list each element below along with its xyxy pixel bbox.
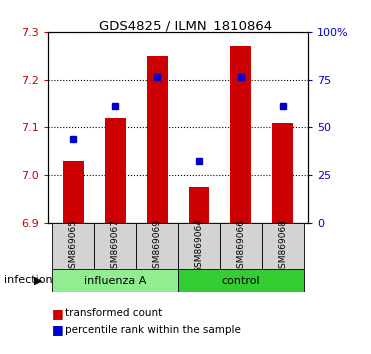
FancyBboxPatch shape — [94, 223, 136, 269]
Text: control: control — [221, 275, 260, 286]
FancyBboxPatch shape — [178, 223, 220, 269]
Text: transformed count: transformed count — [65, 308, 162, 318]
Text: GSM869068: GSM869068 — [278, 218, 287, 274]
Bar — [147, 56, 168, 223]
Text: ■: ■ — [52, 324, 64, 336]
FancyBboxPatch shape — [52, 223, 94, 269]
Bar — [105, 118, 126, 223]
Bar — [188, 187, 210, 223]
FancyBboxPatch shape — [52, 269, 178, 292]
FancyBboxPatch shape — [136, 223, 178, 269]
FancyBboxPatch shape — [262, 223, 304, 269]
Bar — [63, 161, 84, 223]
Text: ■: ■ — [52, 307, 64, 320]
Text: infection: infection — [4, 275, 52, 285]
Text: GSM869067: GSM869067 — [111, 218, 120, 274]
Text: GDS4825 / ILMN_1810864: GDS4825 / ILMN_1810864 — [99, 19, 272, 33]
Text: percentile rank within the sample: percentile rank within the sample — [65, 325, 241, 335]
Bar — [272, 122, 293, 223]
Text: GSM869065: GSM869065 — [69, 218, 78, 274]
FancyBboxPatch shape — [220, 223, 262, 269]
Text: influenza A: influenza A — [84, 275, 147, 286]
Text: ▶: ▶ — [34, 275, 43, 285]
Text: GSM869066: GSM869066 — [236, 218, 245, 274]
Text: GSM869064: GSM869064 — [194, 218, 204, 274]
Text: GSM869069: GSM869069 — [152, 218, 162, 274]
Bar — [230, 46, 252, 223]
FancyBboxPatch shape — [178, 269, 304, 292]
